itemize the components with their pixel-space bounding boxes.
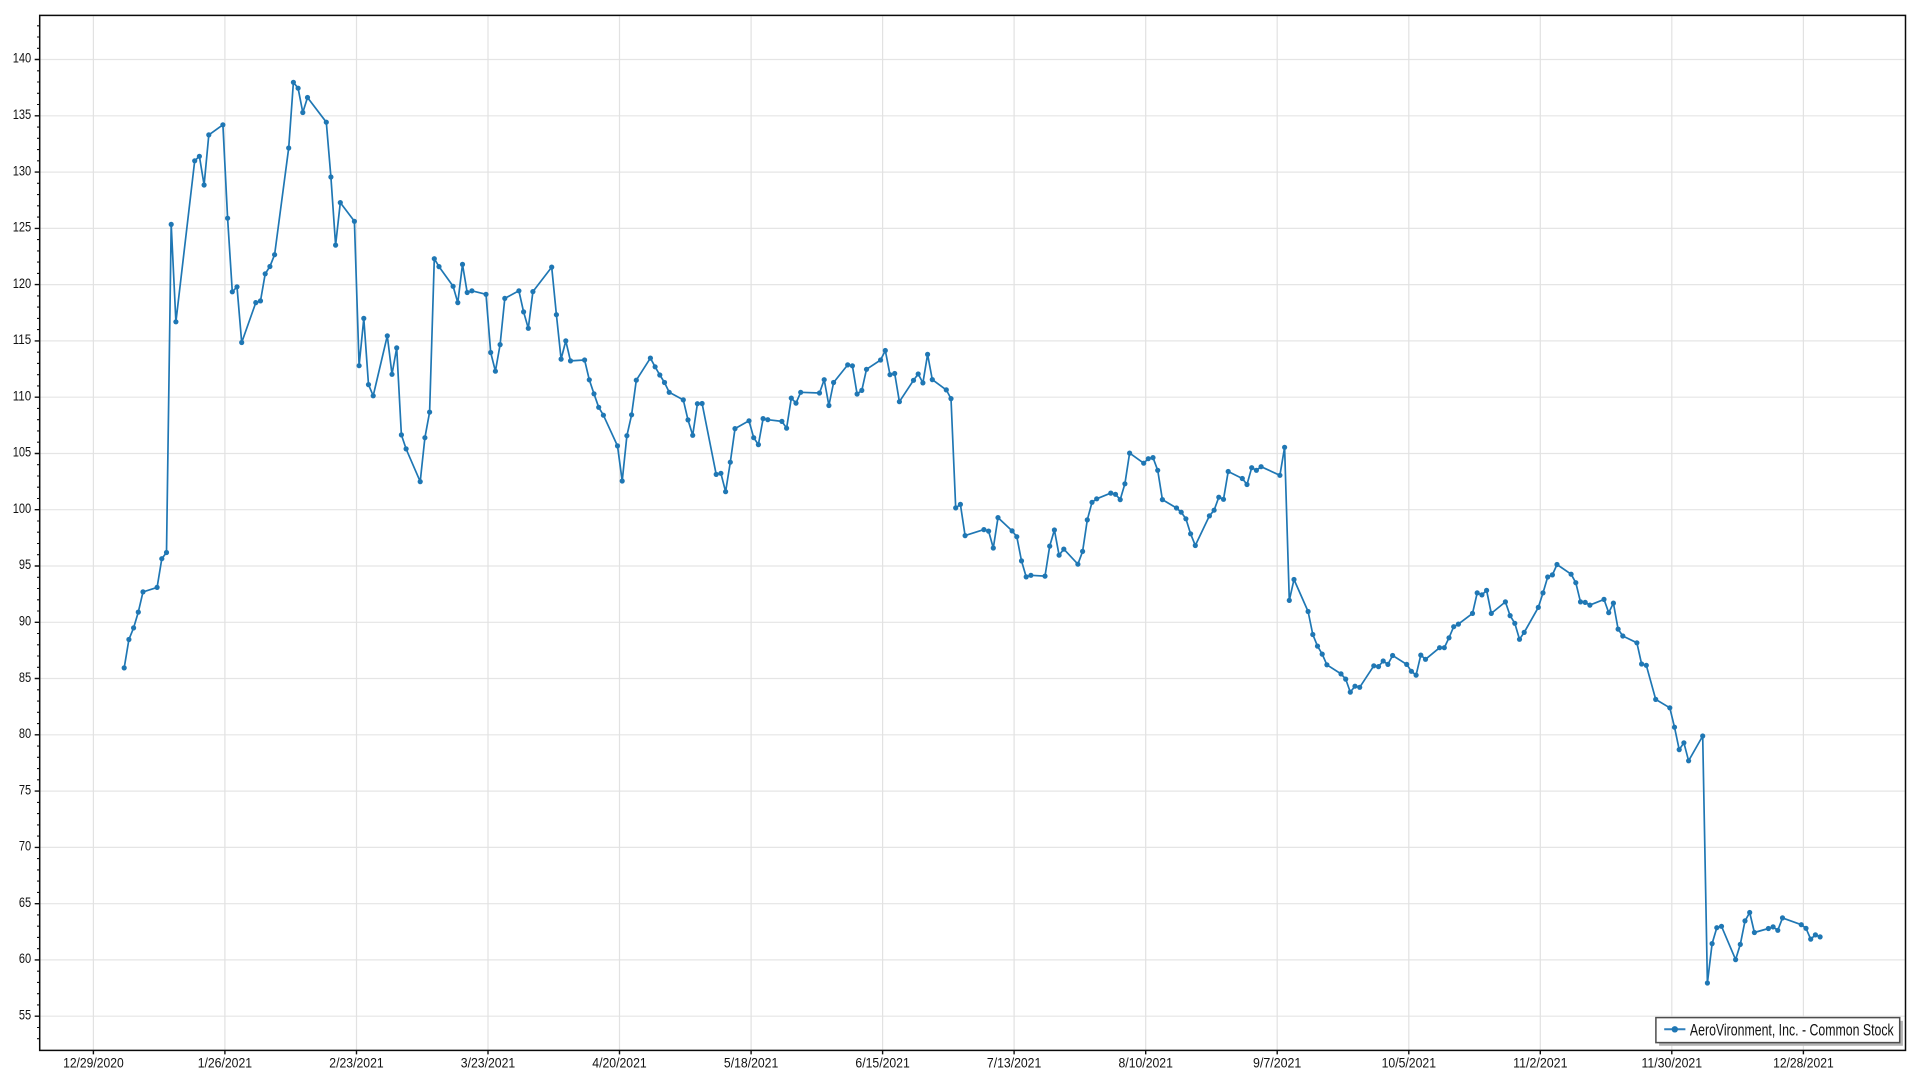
svg-text:80: 80 — [19, 726, 31, 741]
svg-text:5/18/2021: 5/18/2021 — [724, 1055, 778, 1070]
svg-text:12/29/2020: 12/29/2020 — [63, 1055, 124, 1070]
svg-text:115: 115 — [13, 332, 32, 347]
svg-text:120: 120 — [13, 276, 32, 291]
svg-text:11/2/2021: 11/2/2021 — [1513, 1055, 1567, 1070]
svg-text:110: 110 — [13, 388, 32, 403]
svg-text:AeroVironment, Inc. - Common S: AeroVironment, Inc. - Common Stock — [1690, 1022, 1894, 1040]
svg-text:75: 75 — [19, 782, 31, 797]
svg-text:85: 85 — [19, 670, 31, 685]
svg-text:9/7/2021: 9/7/2021 — [1253, 1055, 1301, 1070]
svg-text:3/23/2021: 3/23/2021 — [461, 1055, 515, 1070]
svg-text:7/13/2021: 7/13/2021 — [987, 1055, 1041, 1070]
svg-text:60: 60 — [19, 951, 31, 966]
svg-text:65: 65 — [19, 895, 31, 910]
svg-text:1/26/2021: 1/26/2021 — [198, 1055, 252, 1070]
svg-text:55: 55 — [19, 1007, 31, 1022]
svg-text:11/30/2021: 11/30/2021 — [1642, 1055, 1703, 1070]
svg-text:125: 125 — [13, 220, 32, 235]
svg-text:135: 135 — [13, 107, 32, 122]
svg-text:8/10/2021: 8/10/2021 — [1119, 1055, 1173, 1070]
svg-text:70: 70 — [19, 839, 31, 854]
svg-text:2/23/2021: 2/23/2021 — [329, 1055, 383, 1070]
svg-text:100: 100 — [13, 501, 32, 516]
svg-text:4/20/2021: 4/20/2021 — [592, 1055, 646, 1070]
svg-text:105: 105 — [13, 445, 32, 460]
svg-text:140: 140 — [13, 51, 32, 66]
svg-text:12/28/2021: 12/28/2021 — [1773, 1055, 1834, 1070]
svg-text:90: 90 — [19, 614, 31, 629]
svg-text:10/5/2021: 10/5/2021 — [1382, 1055, 1436, 1070]
svg-text:6/15/2021: 6/15/2021 — [855, 1055, 909, 1070]
svg-text:130: 130 — [13, 163, 32, 178]
svg-text:95: 95 — [19, 557, 31, 572]
